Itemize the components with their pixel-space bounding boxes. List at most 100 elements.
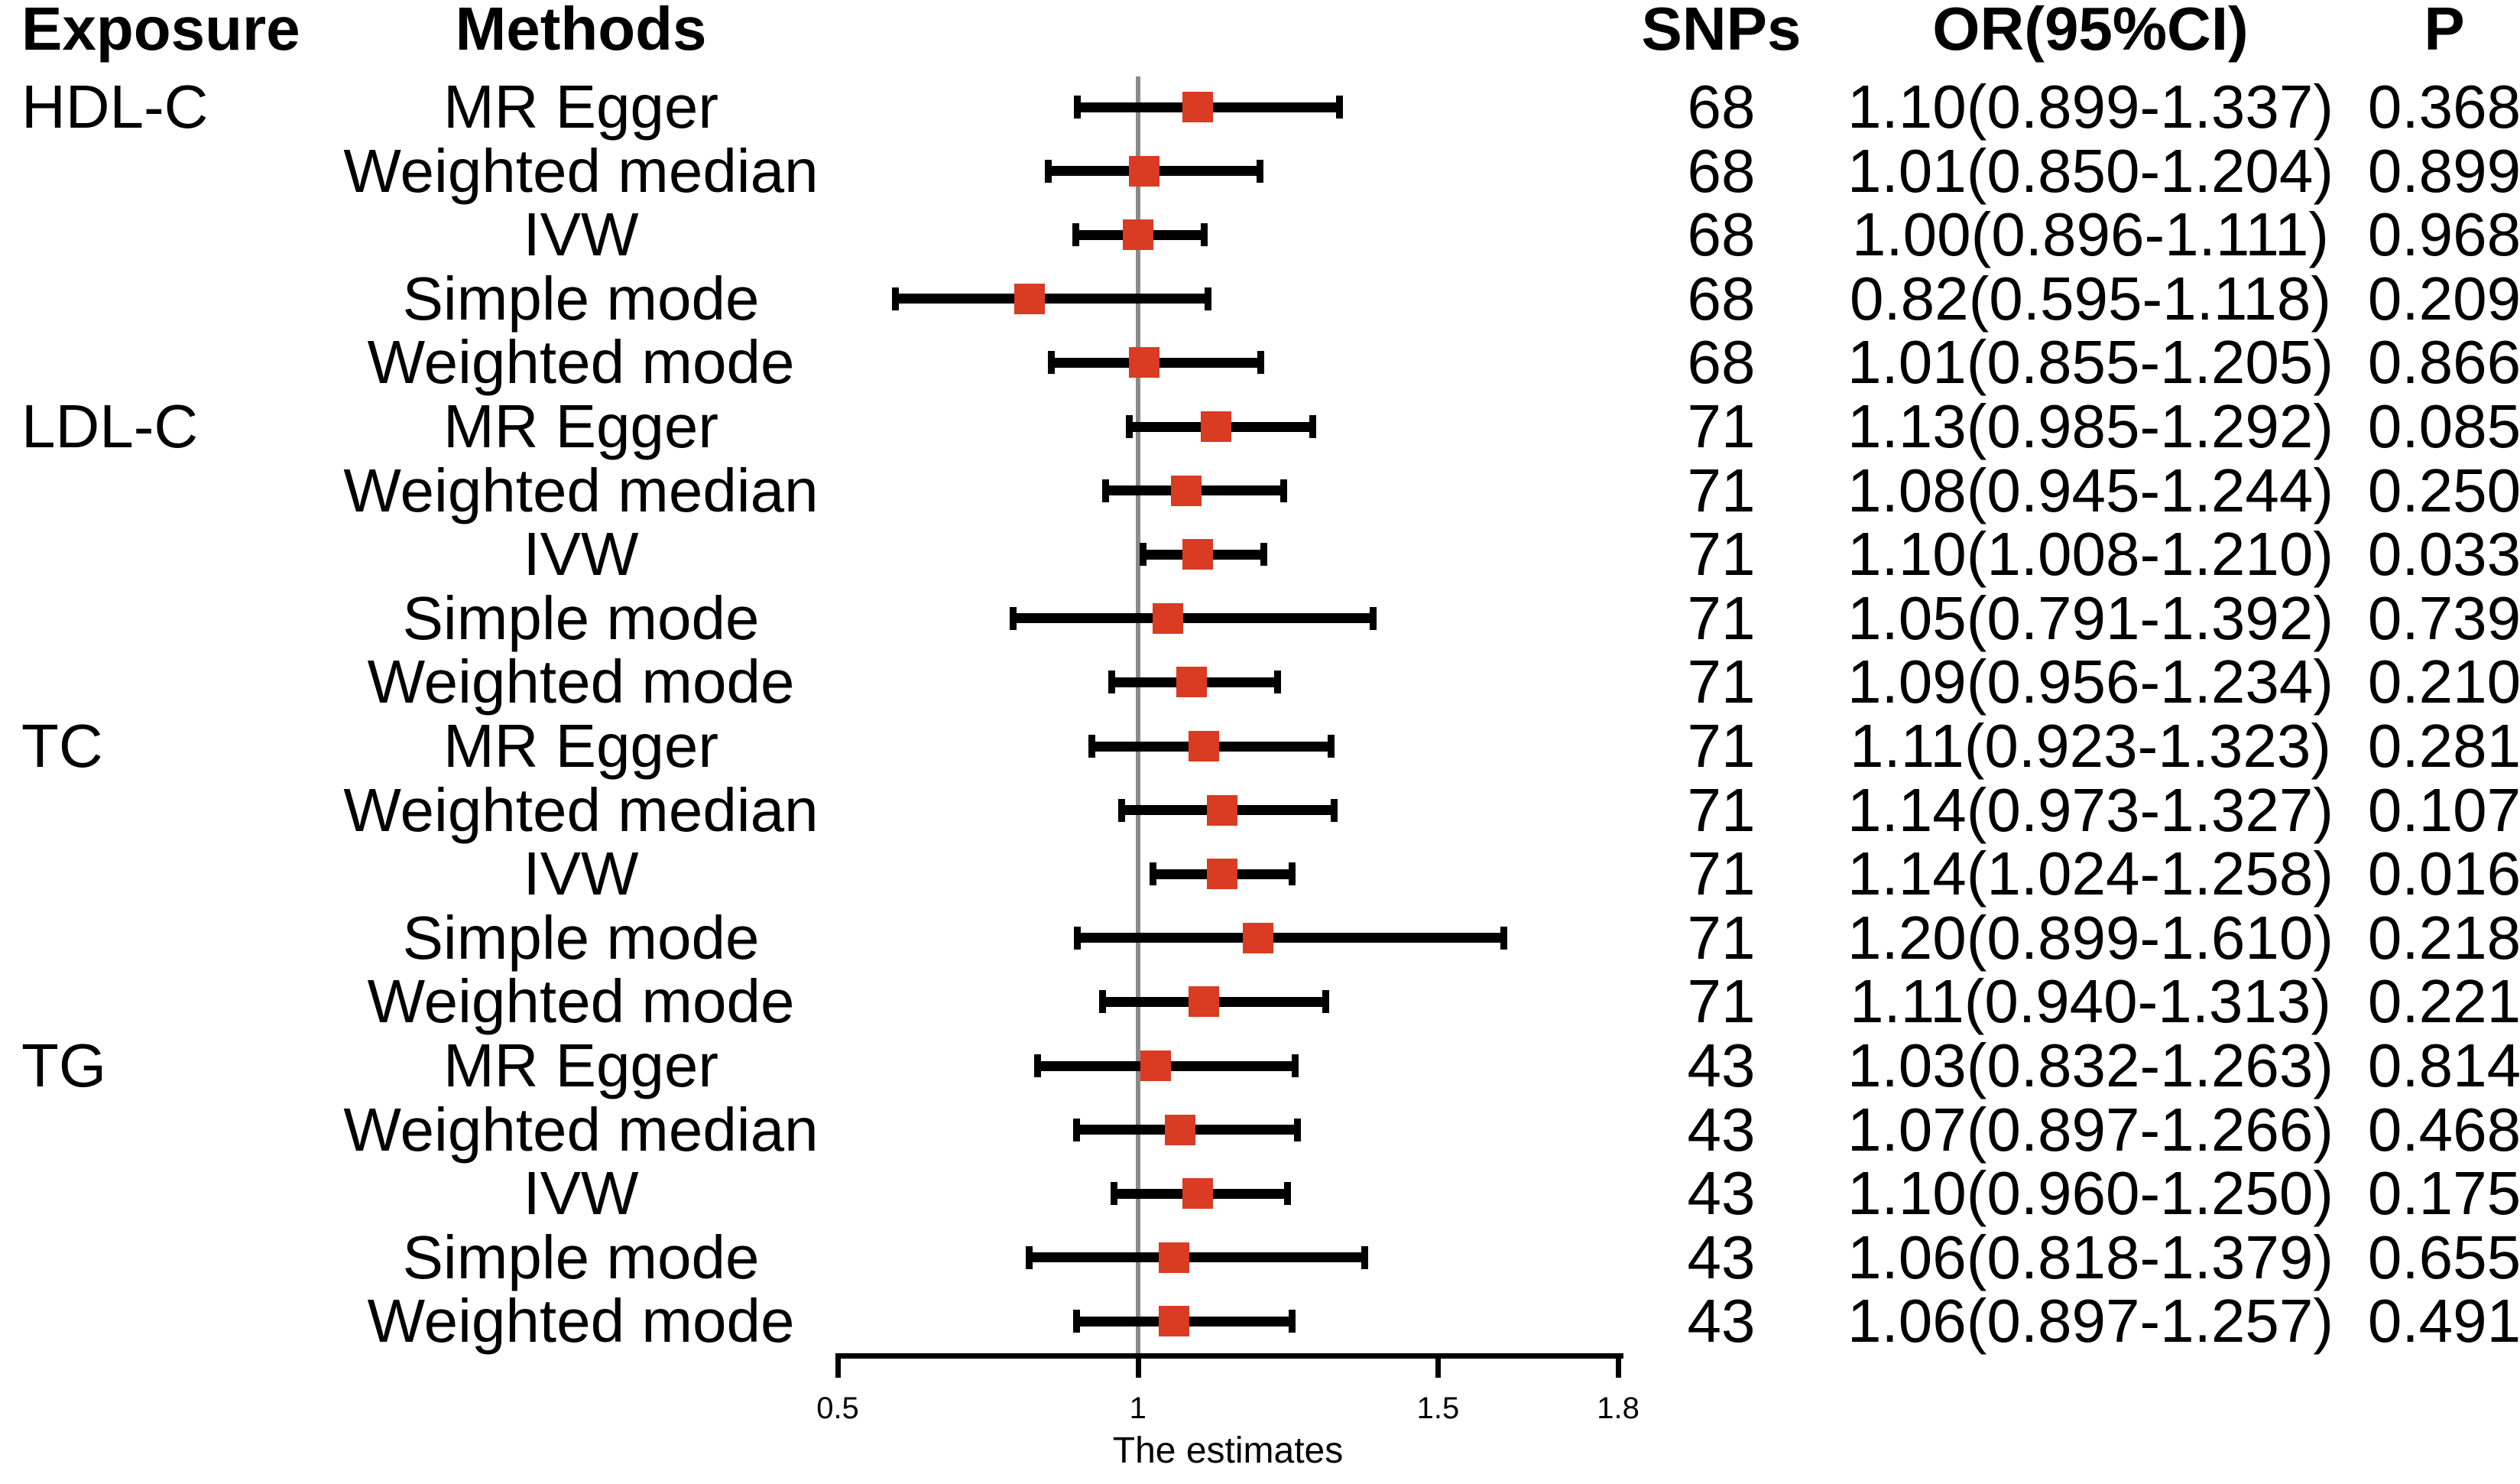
ci-cap-right <box>1309 415 1317 438</box>
or-ci-value: 1.07(0.897-1.266) <box>1847 1095 2334 1164</box>
method-label: MR Egger <box>443 392 719 460</box>
column-header-p: P <box>2424 0 2465 63</box>
or-ci-value: 1.09(0.956-1.234) <box>1847 648 2334 716</box>
method-label: IVW <box>523 520 639 589</box>
ci-cap-left <box>1025 1245 1033 1269</box>
exposure-label: TG <box>21 1031 107 1099</box>
ci-cap-right <box>1274 671 1282 694</box>
x-axis-tick-label: 1 <box>1129 1391 1146 1425</box>
p-value: 0.210 <box>2367 648 2520 716</box>
method-label: IVW <box>523 200 639 269</box>
or-marker <box>1182 1178 1214 1210</box>
method-label: IVW <box>523 1159 639 1228</box>
snps-value: 43 <box>1687 1287 1756 1356</box>
or-marker <box>1176 667 1208 698</box>
or-ci-value: 1.14(1.024-1.258) <box>1847 839 2334 908</box>
ci-cap-left <box>1009 606 1017 630</box>
or-marker <box>1014 283 1046 314</box>
p-value: 0.739 <box>2367 583 2520 652</box>
column-header-or-ci: OR(95%CI) <box>1932 0 2249 63</box>
or-marker <box>1164 1114 1195 1145</box>
method-label: Simple mode <box>402 264 760 333</box>
ci-cap-left <box>1149 862 1156 886</box>
method-label: MR Egger <box>443 1031 719 1099</box>
ci-cap-left <box>1111 1182 1118 1206</box>
p-value: 0.221 <box>2367 967 2520 1036</box>
ci-cap-right <box>1256 159 1263 183</box>
x-axis-tick-label: 1.8 <box>1597 1391 1639 1425</box>
ci-cap-left <box>1139 543 1146 567</box>
method-label: Simple mode <box>402 583 760 652</box>
x-axis-tick <box>1135 1353 1141 1378</box>
or-marker <box>1158 1306 1189 1337</box>
snps-value: 43 <box>1687 1223 1756 1291</box>
method-label: Weighted median <box>343 456 819 524</box>
or-ci-value: 1.06(0.897-1.257) <box>1847 1287 2334 1356</box>
ci-cap-right <box>1288 1310 1296 1333</box>
x-axis-line <box>838 1353 1624 1359</box>
p-value: 0.866 <box>2367 328 2520 397</box>
x-axis-tick <box>1616 1353 1622 1378</box>
snps-value: 43 <box>1687 1095 1756 1164</box>
ci-cap-right <box>1322 990 1329 1014</box>
snps-value: 71 <box>1687 648 1756 716</box>
snps-value: 43 <box>1687 1031 1756 1099</box>
ci-cap-left <box>1047 351 1055 375</box>
or-ci-value: 1.08(0.945-1.244) <box>1847 456 2334 524</box>
snps-value: 71 <box>1687 583 1756 652</box>
p-value: 0.209 <box>2367 264 2520 333</box>
x-axis-title: The estimates <box>1112 1430 1344 1471</box>
ci-bar <box>1012 613 1374 624</box>
ci-cap-right <box>1369 606 1377 630</box>
snps-value: 68 <box>1687 328 1756 397</box>
or-marker <box>1189 986 1220 1018</box>
exposure-label: LDL-C <box>21 392 199 460</box>
snps-value: 43 <box>1687 1159 1756 1228</box>
p-value: 0.368 <box>2367 73 2520 141</box>
method-label: Weighted mode <box>367 648 795 716</box>
p-value: 0.468 <box>2367 1095 2520 1164</box>
ci-cap-right <box>1336 96 1344 119</box>
method-label: Weighted median <box>343 1095 819 1164</box>
or-ci-value: 1.03(0.832-1.263) <box>1847 1031 2334 1099</box>
snps-value: 71 <box>1687 392 1756 460</box>
ci-cap-left <box>891 287 899 310</box>
ci-cap-left <box>1098 990 1106 1014</box>
p-value: 0.250 <box>2367 456 2520 524</box>
or-marker <box>1200 411 1231 442</box>
p-value: 0.107 <box>2367 775 2520 844</box>
p-value: 0.968 <box>2367 200 2520 269</box>
snps-value: 71 <box>1687 839 1756 908</box>
ci-cap-right <box>1257 351 1264 375</box>
method-label: Weighted mode <box>367 967 795 1036</box>
ci-cap-left <box>1118 798 1126 822</box>
or-marker <box>1128 347 1159 378</box>
or-marker <box>1182 92 1214 122</box>
x-axis-tick-label: 0.5 <box>816 1391 859 1425</box>
or-ci-value: 1.00(0.896-1.111) <box>1851 200 2330 269</box>
ci-cap-left <box>1072 223 1080 247</box>
method-label: IVW <box>523 839 639 908</box>
snps-value: 71 <box>1687 456 1756 524</box>
p-value: 0.218 <box>2367 903 2520 972</box>
reference-line <box>1135 76 1140 1353</box>
ci-cap-right <box>1293 1118 1301 1141</box>
ci-cap-right <box>1284 1182 1292 1206</box>
p-value: 0.016 <box>2367 839 2520 908</box>
ci-cap-left <box>1088 735 1096 758</box>
or-marker <box>1140 1050 1172 1081</box>
method-label: Weighted median <box>343 775 819 844</box>
ci-cap-left <box>1074 926 1082 950</box>
column-header-exposure: Exposure <box>21 0 300 63</box>
or-marker <box>1206 794 1237 826</box>
or-ci-value: 1.10(1.008-1.210) <box>1847 520 2334 589</box>
ci-cap-right <box>1292 1054 1299 1077</box>
ci-cap-right <box>1260 543 1267 567</box>
p-value: 0.491 <box>2367 1287 2520 1356</box>
or-ci-value: 1.10(0.899-1.337) <box>1847 73 2334 141</box>
exposure-label: TC <box>21 712 103 780</box>
ci-cap-left <box>1033 1054 1041 1077</box>
p-value: 0.281 <box>2367 712 2520 780</box>
or-ci-value: 1.10(0.960-1.250) <box>1847 1159 2334 1228</box>
